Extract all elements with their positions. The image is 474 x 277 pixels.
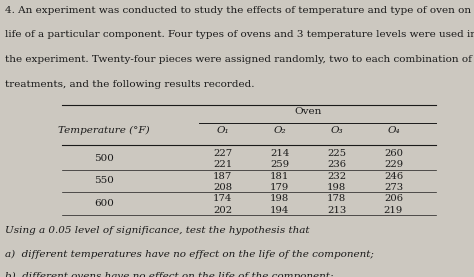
Text: life of a particular component. Four types of ovens and 3 temperature levels wer: life of a particular component. Four typ…: [5, 30, 474, 39]
Text: Temperature (°F): Temperature (°F): [58, 126, 150, 135]
Text: the experiment. Twenty-four pieces were assigned randomly, two to each combinati: the experiment. Twenty-four pieces were …: [5, 55, 472, 64]
Text: 225: 225: [327, 149, 346, 158]
Text: 179: 179: [270, 183, 289, 192]
Text: b)  different ovens have no effect on the life of the component;: b) different ovens have no effect on the…: [5, 272, 333, 277]
Text: treatments, and the following results recorded.: treatments, and the following results re…: [5, 80, 254, 89]
Text: 500: 500: [94, 154, 114, 163]
Text: 198: 198: [327, 183, 346, 192]
Text: 550: 550: [94, 176, 114, 185]
Text: 229: 229: [384, 160, 403, 169]
Text: 214: 214: [270, 149, 289, 158]
Text: O₂: O₂: [273, 126, 286, 135]
Text: 4. An experiment was conducted to study the effects of temperature and type of o: 4. An experiment was conducted to study …: [5, 6, 474, 14]
Text: O₁: O₁: [217, 126, 229, 135]
Text: 178: 178: [327, 194, 346, 203]
Text: O₄: O₄: [387, 126, 400, 135]
Text: 219: 219: [384, 206, 403, 215]
Text: O₃: O₃: [330, 126, 343, 135]
Text: 202: 202: [213, 206, 232, 215]
Text: 232: 232: [327, 172, 346, 181]
Text: 236: 236: [327, 160, 346, 169]
Text: 194: 194: [270, 206, 289, 215]
Text: a)  different temperatures have no effect on the life of the component;: a) different temperatures have no effect…: [5, 250, 374, 259]
Text: 600: 600: [94, 199, 114, 208]
Text: 259: 259: [270, 160, 289, 169]
Text: Using a 0.05 level of significance, test the hypothesis that: Using a 0.05 level of significance, test…: [5, 226, 309, 235]
Text: 181: 181: [270, 172, 289, 181]
Text: 246: 246: [384, 172, 403, 181]
Text: 206: 206: [384, 194, 403, 203]
Text: 260: 260: [384, 149, 403, 158]
Text: 174: 174: [213, 194, 232, 203]
Text: Oven: Oven: [294, 107, 322, 116]
Text: 208: 208: [213, 183, 232, 192]
Text: 221: 221: [213, 160, 232, 169]
Text: 273: 273: [384, 183, 403, 192]
Text: 198: 198: [270, 194, 289, 203]
Text: 227: 227: [213, 149, 232, 158]
Text: 187: 187: [213, 172, 232, 181]
Text: 213: 213: [327, 206, 346, 215]
